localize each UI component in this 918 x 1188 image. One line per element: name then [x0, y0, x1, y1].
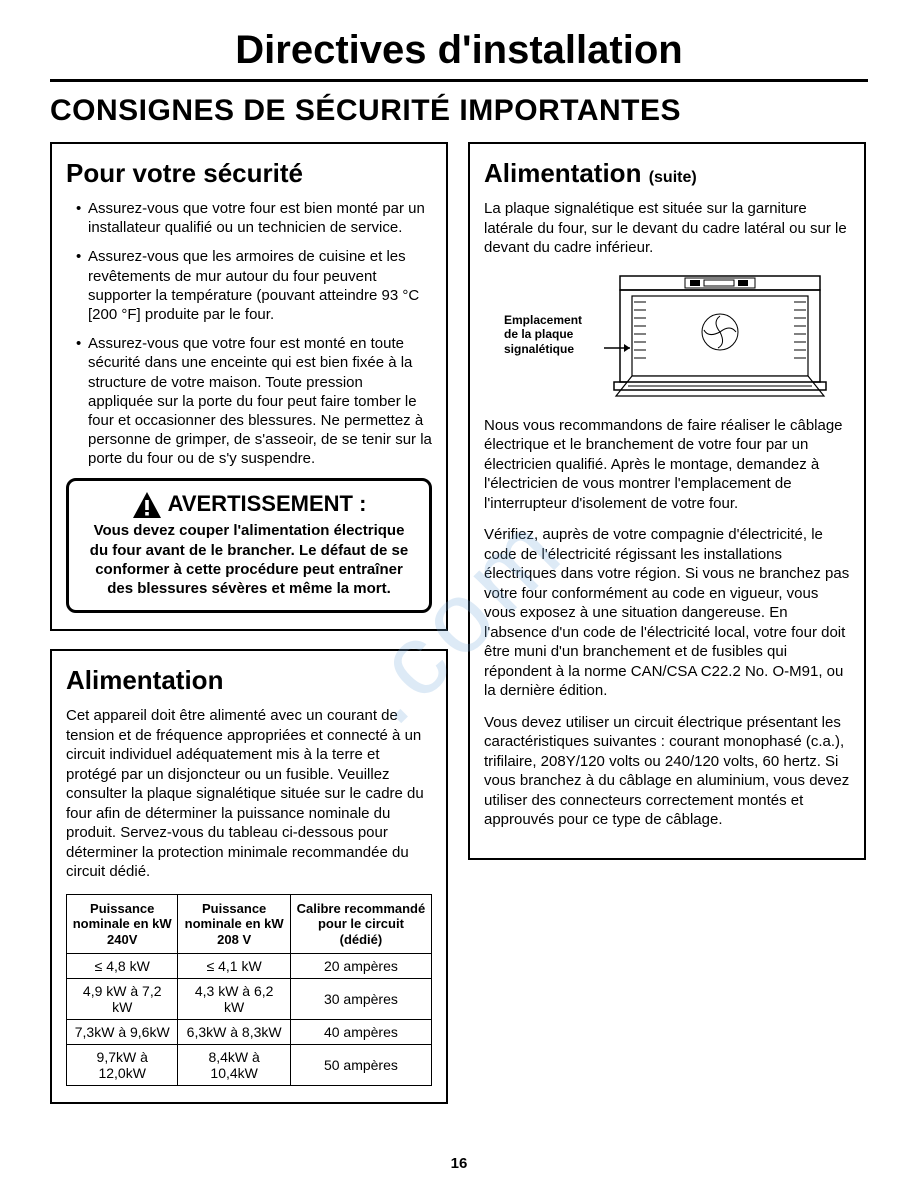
title-rule: [50, 79, 868, 82]
power2-para3: Vérifiez, auprès de votre compagnie d'él…: [484, 525, 850, 701]
table-row: 4,9 kW à 7,2 kW 4,3 kW à 6,2 kW 30 ampèr…: [67, 979, 432, 1020]
table-cell: ≤ 4,1 kW: [178, 954, 290, 979]
table-row: 9,7kW à 12,0kW 8,4kW à 10,4kW 50 ampères: [67, 1045, 432, 1086]
right-column: Alimentation (suite) La plaque signaléti…: [468, 142, 866, 1122]
table-cell: 6,3kW à 8,3kW: [178, 1020, 290, 1045]
table-cell: 7,3kW à 9,6kW: [67, 1020, 178, 1045]
oven-illustration: [600, 270, 830, 400]
power2-title-text: Alimentation: [484, 158, 641, 188]
warning-body: Vous devez couper l'alimentation électri…: [85, 521, 413, 598]
page-number: 16: [0, 1155, 918, 1172]
power-continued-box: Alimentation (suite) La plaque signaléti…: [468, 142, 866, 860]
diagram-label: Emplacement de la plaque signalétique: [504, 313, 594, 356]
subtitle: CONSIGNES DE SÉCURITÉ IMPORTANTES: [50, 94, 868, 128]
content-columns: Pour votre sécurité Assurez-vous que vot…: [50, 142, 868, 1122]
table-cell: 4,9 kW à 7,2 kW: [67, 979, 178, 1020]
warning-box: AVERTISSEMENT : Vous devez couper l'alim…: [66, 478, 432, 613]
table-cell: 20 ampères: [290, 954, 431, 979]
left-column: Pour votre sécurité Assurez-vous que vot…: [50, 142, 448, 1122]
safety-bullets: Assurez-vous que votre four est bien mon…: [66, 199, 432, 468]
oven-diagram: Emplacement de la plaque signalétique: [484, 270, 850, 400]
power-box: Alimentation Cet appareil doit être alim…: [50, 649, 448, 1104]
safety-box: Pour votre sécurité Assurez-vous que vot…: [50, 142, 448, 631]
table-cell: 9,7kW à 12,0kW: [67, 1045, 178, 1086]
power-title: Alimentation: [66, 665, 432, 696]
warning-title: AVERTISSEMENT :: [168, 491, 367, 517]
table-header: Puissance nominale en kW 208 V: [178, 894, 290, 954]
main-title: Directives d'installation: [50, 28, 868, 73]
power-intro: Cet appareil doit être alimenté avec un …: [66, 706, 432, 882]
safety-bullet: Assurez-vous que les armoires de cuisine…: [76, 247, 432, 324]
power2-para4: Vous devez utiliser un circuit électriqu…: [484, 713, 850, 830]
power2-para1: La plaque signalétique est située sur la…: [484, 199, 850, 258]
table-row: 7,3kW à 9,6kW 6,3kW à 8,3kW 40 ampères: [67, 1020, 432, 1045]
table-cell: ≤ 4,8 kW: [67, 954, 178, 979]
table-cell: 8,4kW à 10,4kW: [178, 1045, 290, 1086]
power2-para2: Nous vous recommandons de faire réaliser…: [484, 416, 850, 514]
table-cell: 30 ampères: [290, 979, 431, 1020]
table-row: ≤ 4,8 kW ≤ 4,1 kW 20 ampères: [67, 954, 432, 979]
warning-triangle-icon: [132, 491, 162, 519]
table-header: Calibre recommandé pour le circuit (dédi…: [290, 894, 431, 954]
table-cell: 50 ampères: [290, 1045, 431, 1086]
power2-title: Alimentation (suite): [484, 158, 850, 189]
table-cell: 40 ampères: [290, 1020, 431, 1045]
safety-bullet: Assurez-vous que votre four est monté en…: [76, 334, 432, 468]
power-table: Puissance nominale en kW 240V Puissance …: [66, 894, 432, 1087]
safety-bullet: Assurez-vous que votre four est bien mon…: [76, 199, 432, 237]
safety-title: Pour votre sécurité: [66, 158, 432, 189]
power2-suite: (suite): [649, 169, 697, 186]
table-cell: 4,3 kW à 6,2 kW: [178, 979, 290, 1020]
table-header: Puissance nominale en kW 240V: [67, 894, 178, 954]
